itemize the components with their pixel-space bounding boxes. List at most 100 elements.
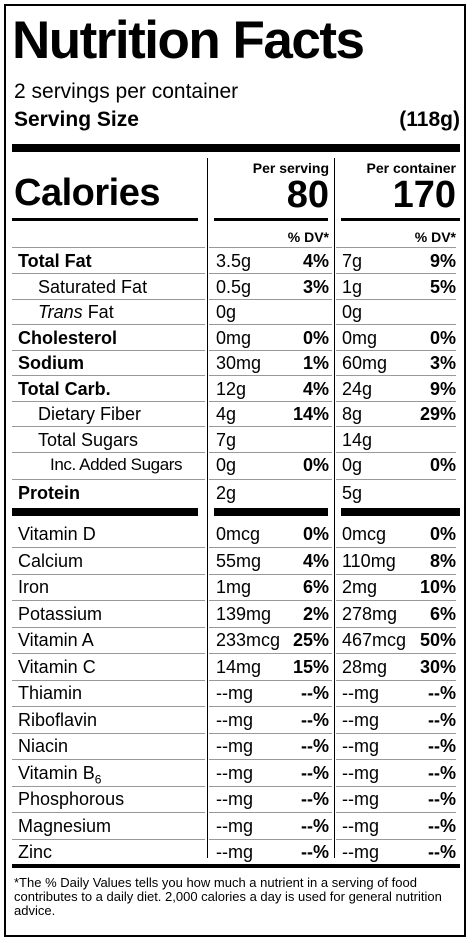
amount-per-serving: 0.5g <box>216 276 252 297</box>
vitamin-dv-per-container: 6% <box>429 603 456 624</box>
row-divider <box>209 600 332 601</box>
vitamin-name: Vitamin A <box>18 630 94 650</box>
nutrient-name: Total Fat <box>18 251 92 271</box>
dv-per-serving: 4% <box>302 378 329 399</box>
amount-per-serving: 3.5g <box>216 251 252 271</box>
amount-per-container: 0g <box>342 455 363 475</box>
vitamin-name: Vitamin C <box>18 656 96 677</box>
nutrient-name-italic: Trans <box>38 302 83 322</box>
vitamin-amount-per-container: 0mcg <box>342 524 387 544</box>
thick-divider-bottom <box>12 864 460 868</box>
row-divider <box>12 838 205 840</box>
row-divider <box>336 600 456 601</box>
thick-divider-vitamins <box>214 508 328 516</box>
vitamin-amount-per-serving: 233mcg <box>216 630 281 650</box>
vitamin-name: Zinc <box>18 842 53 862</box>
amount-per-container: 14g <box>342 429 373 450</box>
vitamin-name: Potassium <box>18 603 103 624</box>
amount-per-container: 5g <box>342 482 363 503</box>
vitamin-dv-per-serving: 4% <box>302 550 329 571</box>
vitamin-name: Calcium <box>18 550 84 571</box>
nutrient-name: Inc. Added Sugars <box>50 455 183 474</box>
row-divider <box>209 653 332 654</box>
row-divider <box>209 273 332 274</box>
vitamin-dv-per-container: 10% <box>419 577 456 597</box>
row-divider <box>336 759 456 760</box>
serving-size-label: Serving Size <box>14 108 139 131</box>
dv-per-serving: 0% <box>302 327 329 348</box>
row-divider <box>12 451 205 453</box>
amount-per-serving: 0g <box>216 302 237 322</box>
serving-size-value: (118g) <box>399 108 460 131</box>
row-divider <box>209 298 332 300</box>
column-separator <box>207 158 208 858</box>
vitamin-amount-per-serving: --mg <box>216 683 253 703</box>
dv-per-container: 29% <box>419 404 456 424</box>
row-divider <box>336 626 456 628</box>
amount-per-serving: 0mg <box>216 327 252 348</box>
per-container-header: Per container <box>366 160 456 176</box>
row-divider <box>209 479 332 480</box>
vitamin-name: Magnesium <box>18 815 112 836</box>
nutrient-name: Saturated Fat <box>38 276 148 297</box>
row-divider <box>12 273 205 274</box>
vitamin-amount-per-serving: --mg <box>216 789 253 809</box>
vitamin-dv-per-container: --% <box>428 762 456 783</box>
amount-per-container: 7g <box>342 251 363 271</box>
vitamin-name: Vitamin B6 <box>18 762 102 787</box>
amount-per-serving: 4g <box>216 404 237 424</box>
vitamin-amount-per-serving: --mg <box>216 762 253 783</box>
dv-header-serving: % DV* <box>287 229 329 245</box>
row-divider <box>12 324 205 325</box>
vitamin-name: Phosphorous <box>18 789 125 809</box>
amount-per-container: 24g <box>342 378 373 399</box>
nutrient-name: Cholesterol <box>18 327 118 348</box>
vitamin-dv-per-serving: --% <box>301 815 329 836</box>
row-divider <box>336 547 456 548</box>
row-divider <box>209 451 332 453</box>
amount-per-container: 1g <box>342 276 363 297</box>
vitamin-amount-per-container: --mg <box>342 736 379 756</box>
nutrient-name: Total Carb. <box>18 378 111 399</box>
row-divider <box>209 679 332 681</box>
row-divider <box>209 838 332 840</box>
vitamin-amount-per-serving: 1mg <box>216 577 252 597</box>
dv-per-serving: 1% <box>302 353 329 373</box>
row-divider <box>209 324 332 325</box>
dv-per-container: 0% <box>429 327 456 348</box>
row-divider <box>12 626 205 628</box>
vitamin-dv-per-serving: 6% <box>302 577 329 597</box>
row-divider <box>12 759 205 760</box>
amount-per-serving: 30mg <box>216 353 262 373</box>
dv-per-serving: 14% <box>292 404 329 424</box>
calories-per-container: 170 <box>392 174 456 216</box>
row-divider <box>12 785 205 787</box>
vitamin-name: Riboflavin <box>18 709 98 730</box>
row-divider <box>209 426 332 427</box>
row-divider <box>336 706 456 707</box>
calories-rule <box>341 218 460 221</box>
vitamin-dv-per-container: --% <box>428 683 456 703</box>
row-divider <box>12 600 205 601</box>
thick-divider-vitamins <box>341 508 460 516</box>
nutrient-name: Dietary Fiber <box>38 404 142 424</box>
vitamin-amount-per-serving: 0mcg <box>216 524 261 544</box>
nutrient-name: Total Sugars <box>38 429 139 450</box>
vitamin-amount-per-container: 110mg <box>342 550 396 571</box>
row-divider <box>209 706 332 707</box>
vitamin-amount-per-container: --mg <box>342 709 379 730</box>
vitamin-amount-per-serving: --mg <box>216 815 253 836</box>
row-divider <box>209 547 332 548</box>
nutrient-name: Trans Fat <box>38 302 114 322</box>
row-divider <box>209 812 332 813</box>
vitamin-dv-per-container: 8% <box>429 550 456 571</box>
per-serving-header: Per serving <box>252 160 329 176</box>
dv-per-container: 9% <box>429 251 456 271</box>
servings-per-container: 2 servings per container <box>14 80 239 103</box>
vitamin-amount-per-serving: --mg <box>216 736 253 756</box>
dv-per-container: 0% <box>429 455 456 475</box>
amount-per-container: 0g <box>342 302 363 322</box>
row-divider <box>336 479 456 480</box>
amount-per-serving: 2g <box>216 482 237 503</box>
row-divider <box>336 247 456 248</box>
